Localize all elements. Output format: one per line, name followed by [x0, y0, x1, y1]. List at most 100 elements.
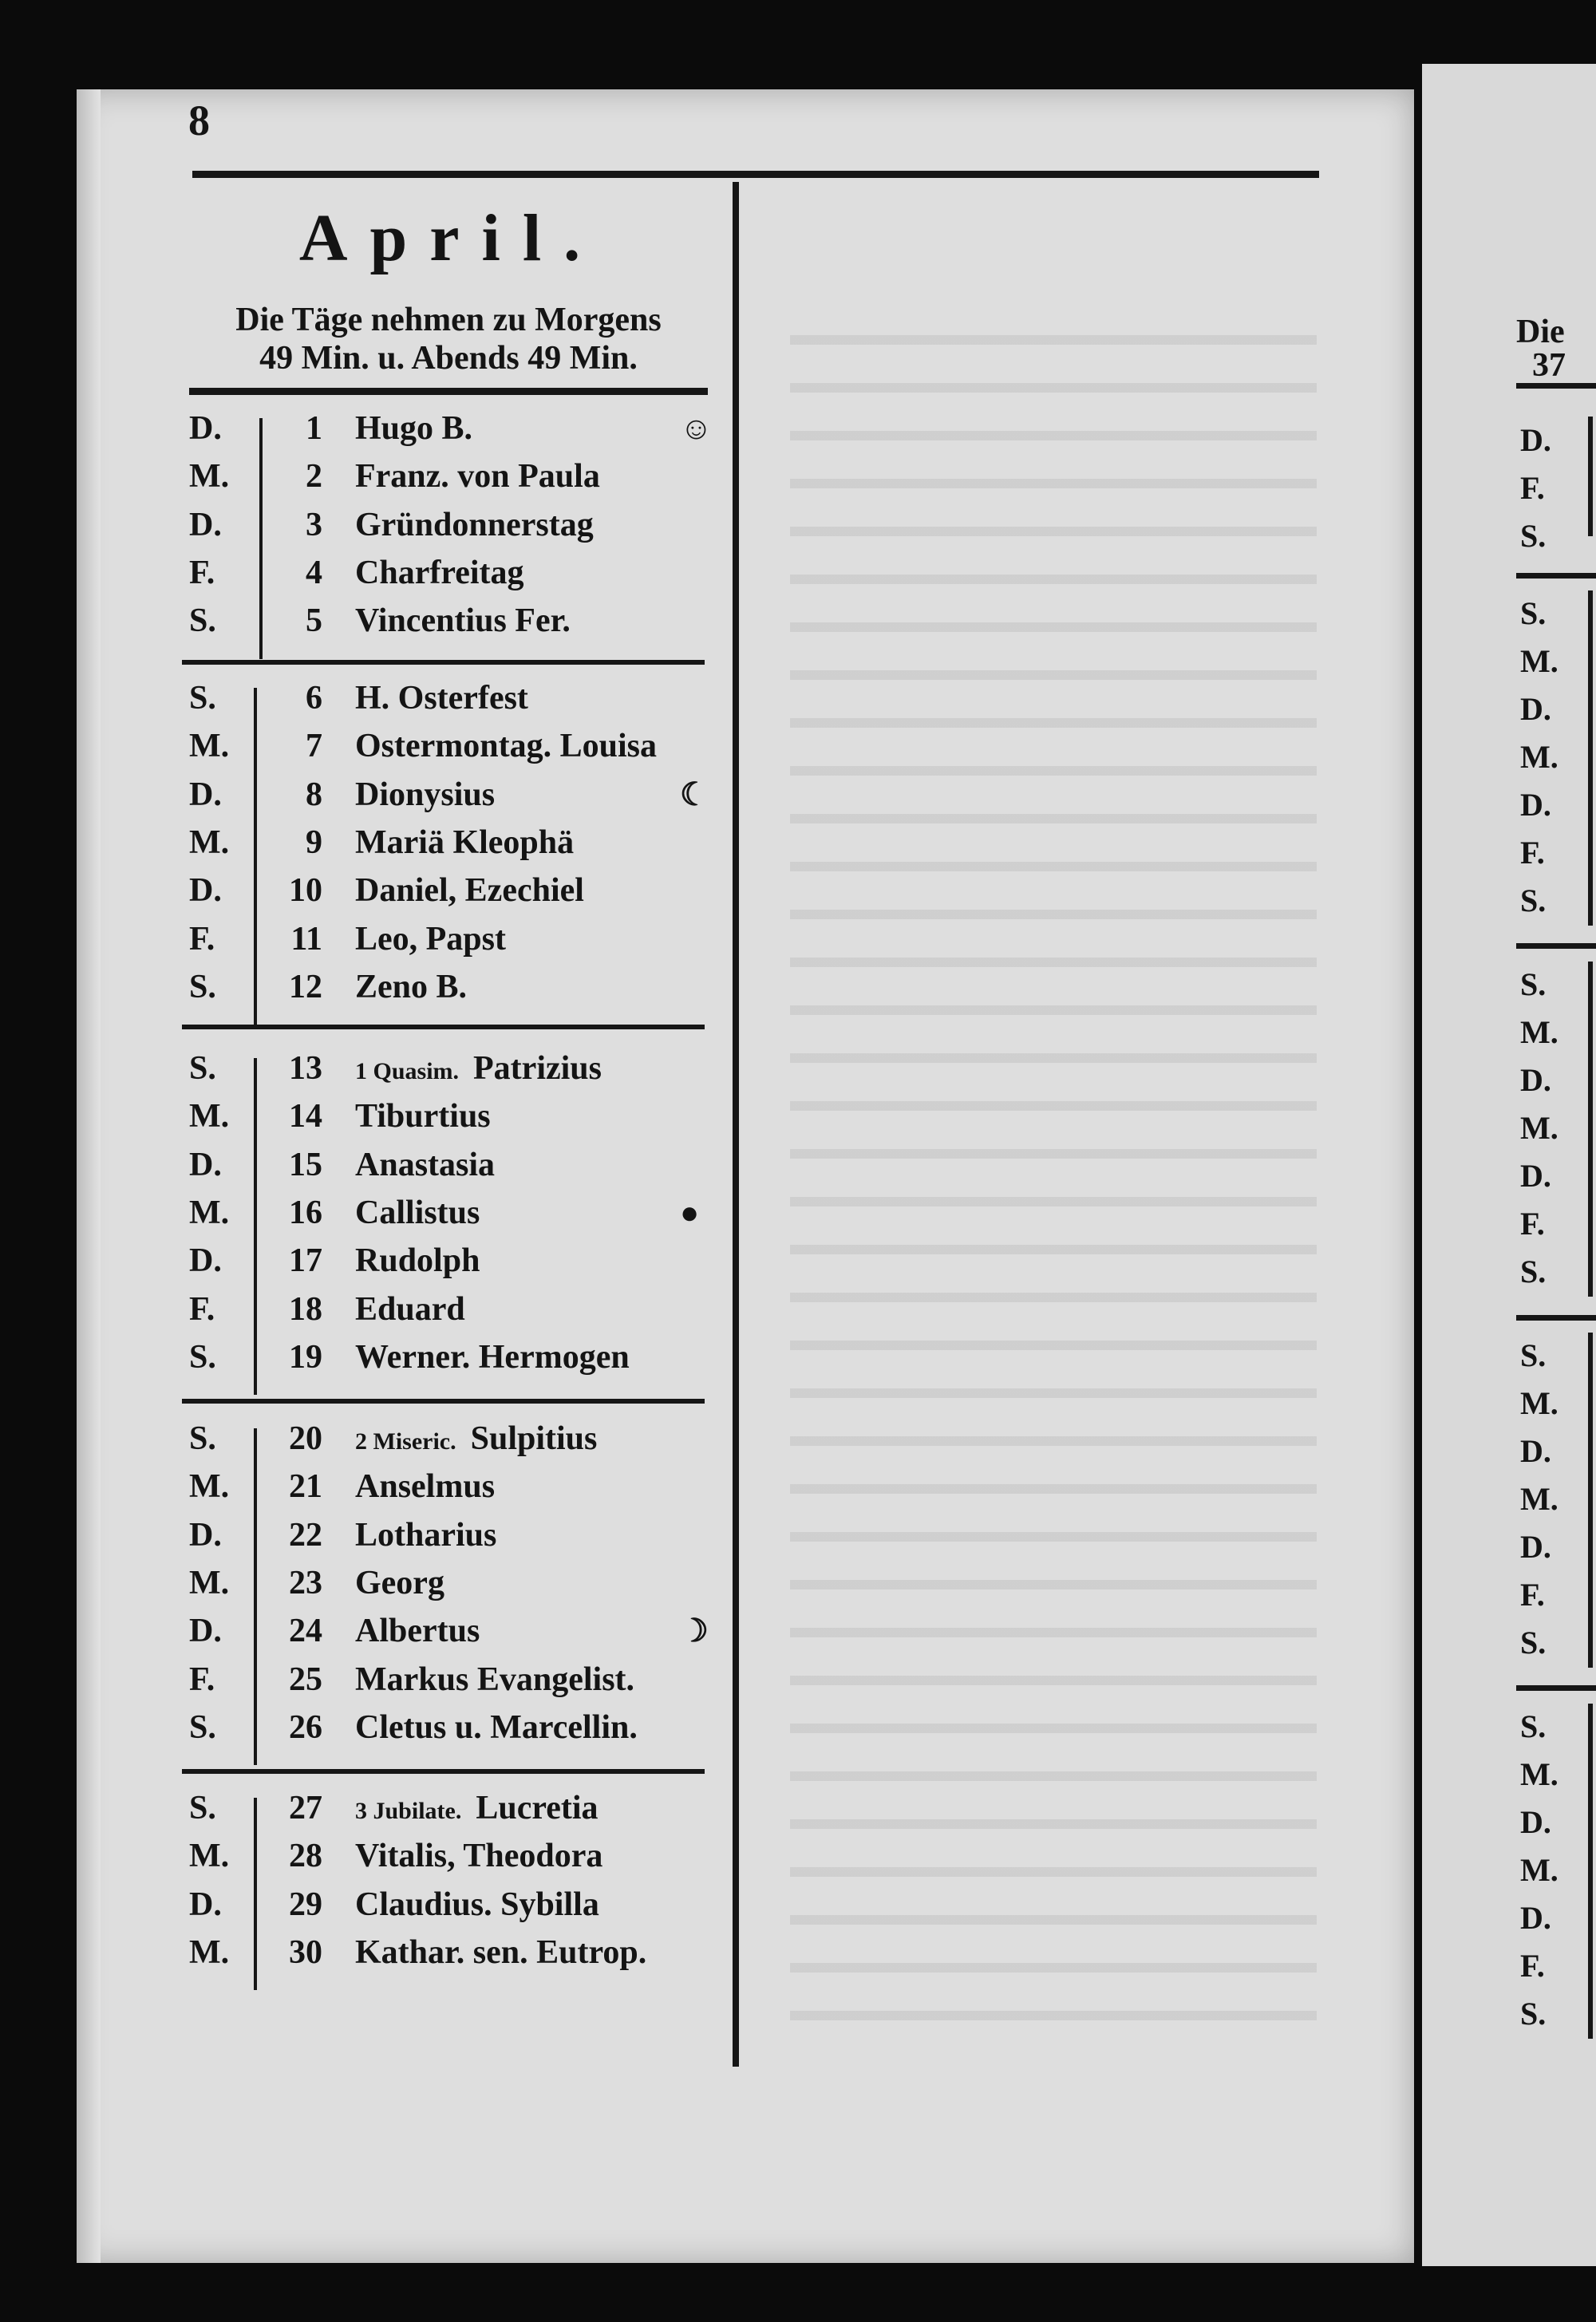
weekday: S.: [189, 602, 216, 640]
name-text: Markus Evangelist.: [355, 1661, 635, 1698]
name-text: Vitalis, Theodora: [355, 1838, 603, 1875]
next-weekday: D.: [1520, 787, 1551, 823]
name-text: Claudius. Sybilla: [355, 1886, 599, 1923]
next-weekday: M.: [1520, 643, 1558, 679]
day-row: M. 23 Georg: [189, 1563, 708, 1611]
top-rule: [192, 171, 1319, 178]
saint-name: Franz. von Paula: [355, 456, 600, 496]
saint-name: Charfreitag: [355, 553, 524, 593]
day-row: S. 19 Werner. Hermogen: [189, 1337, 708, 1385]
saint-name: Kathar. sen. Eutrop.: [355, 1933, 646, 1973]
weekday: D.: [189, 1516, 222, 1554]
group-rule: [182, 1769, 705, 1774]
day-number: 13: [289, 1050, 322, 1087]
group-rule: [182, 1025, 705, 1029]
name-text: Eduard: [355, 1290, 465, 1328]
sunday-label: 3 Jubilate.: [355, 1798, 462, 1824]
saint-name: Zeno B.: [355, 967, 467, 1007]
next-weekday: D.: [1520, 1158, 1551, 1194]
next-weekday: S.: [1520, 1708, 1547, 1744]
weekday: M.: [189, 1838, 230, 1875]
weekday: F.: [189, 554, 215, 591]
next-weekday: D.: [1520, 1804, 1551, 1840]
next-weekday: D.: [1520, 691, 1551, 727]
name-text: Vincentius Fer.: [355, 602, 571, 640]
day-row: M. 21 Anselmus: [189, 1467, 708, 1514]
next-weekday: S.: [1520, 1254, 1547, 1289]
day-number: 29: [289, 1886, 322, 1923]
next-weekday: D.: [1520, 422, 1551, 458]
day-number: 12: [289, 968, 322, 1005]
next-weekday-divider: [1588, 590, 1593, 926]
day-number: 18: [289, 1290, 322, 1328]
day-row: M. 7 Ostermontag. Louisa: [189, 726, 708, 774]
page-title: April.: [298, 201, 603, 275]
group-rule: [182, 1399, 705, 1404]
weekday: S.: [189, 1050, 216, 1087]
day-row: D. 3 Gründonnerstag: [189, 505, 708, 553]
name-text: Tiburtius: [355, 1098, 491, 1135]
name-text: Anselmus: [355, 1468, 496, 1506]
day-row: S. 5 Vincentius Fer.: [189, 601, 708, 649]
day-row: D. 22 Lotharius: [189, 1515, 708, 1563]
saint-name: H. Osterfest: [355, 678, 528, 718]
weekday: D.: [189, 506, 222, 543]
next-weekday: S.: [1520, 518, 1547, 554]
day-number: 9: [306, 823, 322, 861]
weekday: D.: [189, 410, 222, 447]
next-weekday: D.: [1520, 1433, 1551, 1469]
name-text: Daniel, Ezechiel: [355, 872, 584, 910]
next-group-rule: [1516, 573, 1596, 579]
next-weekday: M.: [1520, 1110, 1558, 1146]
name-text: Rudolph: [355, 1242, 480, 1280]
name-text: Franz. von Paula: [355, 458, 600, 496]
saint-name: Rudolph: [355, 1241, 480, 1281]
day-number: 24: [289, 1613, 322, 1650]
day-number: 1: [306, 410, 322, 447]
saint-name: Callistus: [355, 1193, 480, 1233]
weekday: M.: [189, 823, 230, 861]
moon-phase-icon: ☽: [680, 1613, 709, 1649]
weekday: D.: [189, 1146, 222, 1183]
saint-name: Albertus: [355, 1611, 480, 1651]
next-weekday: D.: [1520, 1900, 1551, 1936]
saint-name: Vitalis, Theodora: [355, 1836, 602, 1876]
next-weekday: S.: [1520, 595, 1547, 631]
day-number: 4: [306, 554, 322, 591]
saint-name: Ostermontag. Louisa: [355, 726, 657, 766]
day-row: D. 29 Claudius. Sybilla: [189, 1885, 708, 1933]
day-number: 6: [306, 680, 322, 717]
name-text: Dionysius: [355, 776, 496, 813]
column-divider: [733, 182, 739, 2067]
name-text: Albertus: [355, 1613, 480, 1650]
day-row: M. 9 Mariä Kleophä: [189, 823, 708, 871]
day-row: M. 28 Vitalis, Theodora: [189, 1836, 708, 1884]
name-text: Sulpitius: [470, 1420, 598, 1457]
saint-name: 2 Miseric. Sulpitius: [355, 1419, 597, 1462]
day-row: S. 13 1 Quasim. Patrizius: [189, 1048, 708, 1096]
saint-name: Eduard: [355, 1289, 465, 1329]
next-page-subtitle: Die 37: [1516, 315, 1566, 382]
day-number: 15: [289, 1146, 322, 1183]
weekday-divider: [254, 1428, 257, 1766]
name-text: Charfreitag: [355, 554, 524, 591]
day-number: 21: [289, 1468, 322, 1506]
weekday: M.: [189, 1098, 230, 1135]
day-number: 26: [289, 1708, 322, 1746]
group-rule: [182, 660, 705, 665]
next-weekday: D.: [1520, 1062, 1551, 1098]
name-text: Werner. Hermogen: [355, 1338, 630, 1376]
weekday-divider: [259, 418, 263, 659]
weekday: S.: [189, 680, 216, 717]
bleed-through-column: [790, 303, 1317, 2059]
weekday: M.: [189, 1194, 230, 1231]
day-row: S. 6 H. Osterfest: [189, 678, 708, 726]
next-weekday: S.: [1520, 966, 1547, 1002]
day-number: 2: [306, 458, 322, 496]
day-number: 27: [289, 1790, 322, 1826]
next-weekday: S.: [1520, 883, 1547, 918]
day-row: S. 12 Zeno B.: [189, 967, 708, 1015]
weekday: M.: [189, 728, 230, 765]
weekday: M.: [189, 1564, 230, 1601]
weekday: S.: [189, 1790, 216, 1826]
